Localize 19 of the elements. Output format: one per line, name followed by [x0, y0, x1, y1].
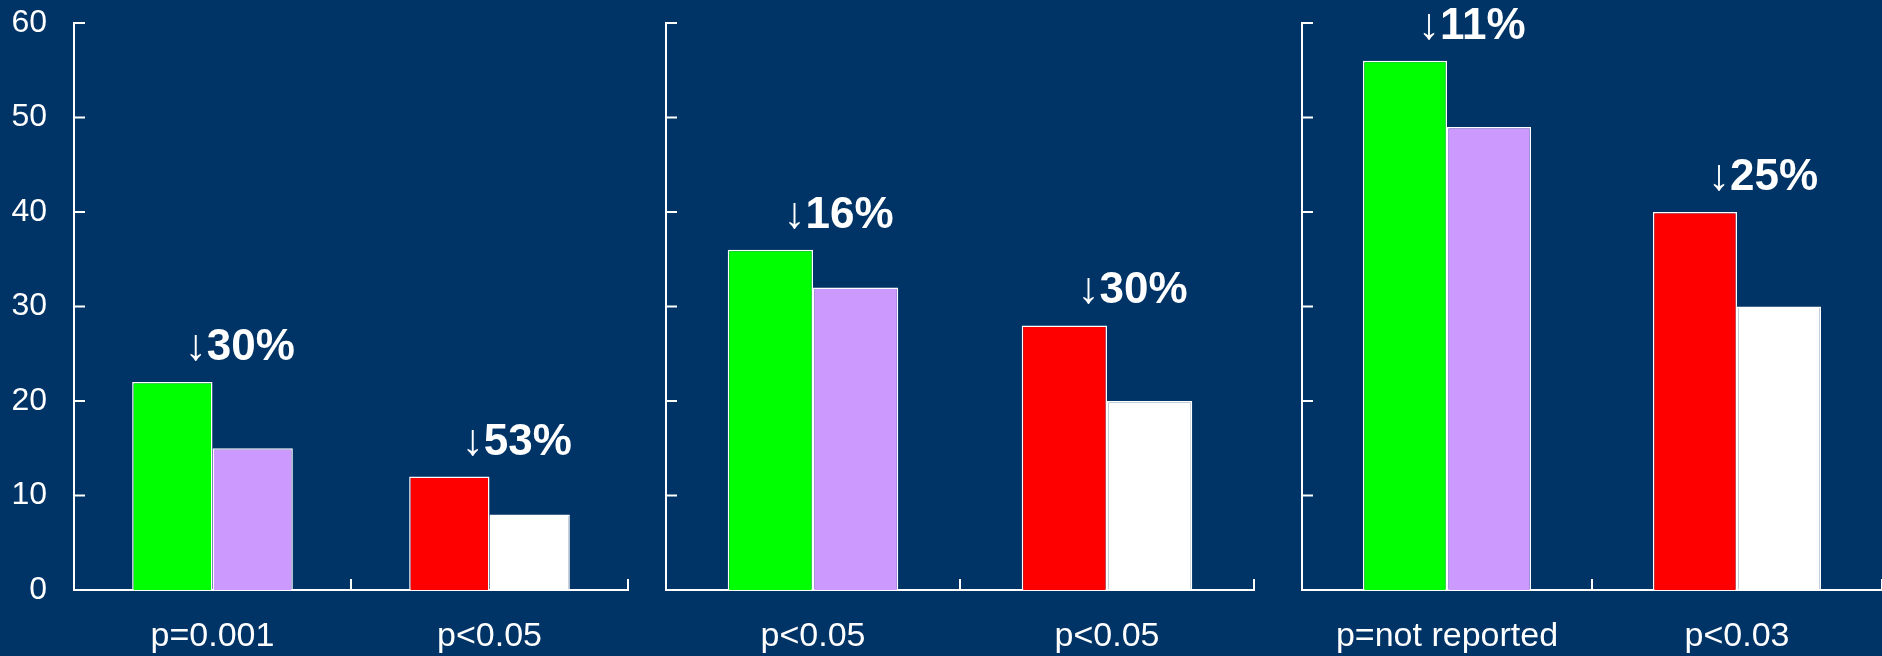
y-tick-label: 30 [11, 286, 47, 323]
x-tick-label: p<0.05 [437, 614, 542, 653]
annotation: ↓16% [783, 187, 894, 237]
x-tick-label: p=not reported [1335, 614, 1559, 653]
y-tick-label: 60 [11, 2, 47, 39]
x-tick-label: p<0.05 [1054, 614, 1160, 653]
y-tick-label: 50 [11, 97, 47, 134]
x-tick-label: p<0.03 [1684, 614, 1790, 653]
annotation: ↓30% [1077, 263, 1188, 313]
annotation: ↓30% [184, 320, 295, 370]
y-tick-label: 10 [11, 475, 47, 512]
y-tick-label: 40 [11, 191, 47, 228]
annotation: ↓11% [1418, 0, 1526, 48]
x-tick-label: p<0.05 [760, 614, 866, 653]
x-tick-label: p=0.001 [150, 614, 275, 653]
y-tick-label: 0 [29, 569, 47, 606]
y-tick-label: 20 [11, 380, 47, 417]
annotation: ↓53% [461, 414, 572, 464]
annotation: ↓25% [1708, 150, 1819, 199]
